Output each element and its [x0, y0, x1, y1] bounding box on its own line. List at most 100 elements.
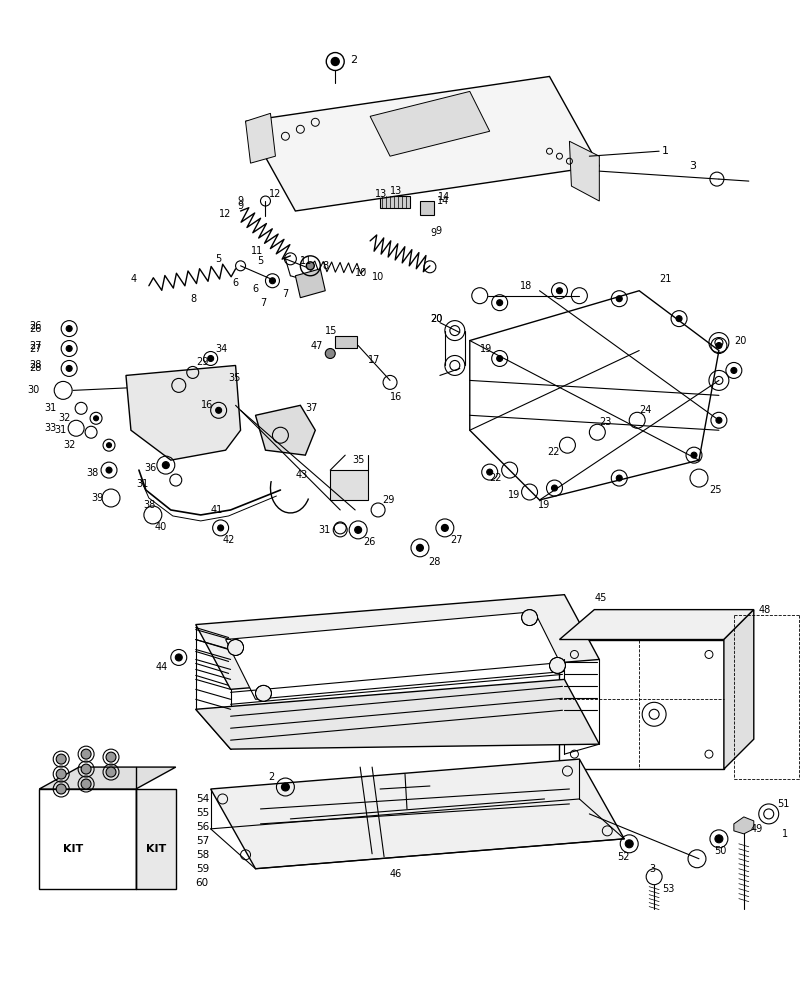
Text: 12: 12: [219, 209, 231, 219]
Text: 19: 19: [537, 500, 549, 510]
Bar: [335, 336, 357, 348]
Bar: [559, 640, 724, 769]
Text: 46: 46: [390, 869, 402, 879]
Circle shape: [557, 288, 562, 294]
Polygon shape: [570, 141, 600, 201]
Polygon shape: [136, 789, 176, 889]
Text: 19: 19: [507, 490, 520, 500]
Circle shape: [162, 462, 170, 469]
Text: 41: 41: [211, 505, 223, 515]
Circle shape: [416, 544, 423, 551]
Circle shape: [552, 485, 558, 491]
Text: 19: 19: [480, 344, 492, 354]
Polygon shape: [559, 610, 754, 640]
Text: 7: 7: [283, 289, 288, 299]
Text: 38: 38: [86, 468, 99, 478]
Text: 34: 34: [216, 344, 228, 354]
Circle shape: [716, 343, 722, 349]
Text: 5: 5: [216, 254, 222, 264]
Text: 1: 1: [662, 146, 669, 156]
Circle shape: [331, 58, 339, 65]
Text: 44: 44: [156, 662, 168, 672]
Text: 10: 10: [372, 272, 385, 282]
Text: 20: 20: [430, 314, 442, 324]
Circle shape: [486, 469, 493, 475]
Polygon shape: [370, 91, 490, 156]
Text: 22: 22: [548, 447, 560, 457]
Circle shape: [255, 685, 271, 701]
Circle shape: [625, 840, 633, 848]
Circle shape: [66, 346, 72, 352]
Circle shape: [81, 749, 91, 759]
Text: 57: 57: [196, 836, 209, 846]
Text: 6: 6: [233, 278, 238, 288]
Circle shape: [715, 835, 723, 843]
Text: 9: 9: [238, 201, 244, 211]
Text: 31: 31: [137, 479, 149, 489]
Text: 27: 27: [29, 341, 41, 351]
Circle shape: [306, 262, 314, 270]
Text: 6: 6: [253, 284, 259, 294]
Text: 31: 31: [44, 403, 57, 413]
Text: 9: 9: [435, 226, 441, 236]
Text: 25: 25: [709, 485, 722, 495]
Circle shape: [57, 754, 66, 764]
Circle shape: [216, 407, 221, 413]
Text: 12: 12: [268, 189, 281, 199]
Text: 16: 16: [390, 392, 402, 402]
Text: 3: 3: [689, 161, 696, 171]
Text: 39: 39: [91, 493, 103, 503]
Polygon shape: [225, 612, 565, 699]
Text: 10: 10: [356, 268, 368, 278]
Text: 16: 16: [200, 400, 213, 410]
Text: 23: 23: [600, 417, 612, 427]
Circle shape: [691, 452, 697, 458]
Text: 7: 7: [260, 298, 267, 308]
Text: 9: 9: [238, 196, 244, 206]
Circle shape: [106, 467, 112, 473]
Circle shape: [497, 300, 503, 306]
Text: 13: 13: [375, 189, 387, 199]
Circle shape: [549, 657, 566, 673]
Circle shape: [355, 526, 362, 533]
Text: 4: 4: [131, 274, 137, 284]
Circle shape: [217, 525, 224, 531]
Text: 52: 52: [617, 852, 629, 862]
Polygon shape: [724, 610, 754, 769]
Polygon shape: [40, 767, 176, 789]
Text: 2: 2: [350, 55, 357, 65]
Text: 38: 38: [143, 500, 155, 510]
Circle shape: [228, 640, 243, 655]
Text: 51: 51: [776, 799, 789, 809]
Text: 24: 24: [639, 405, 651, 415]
Circle shape: [106, 767, 116, 777]
Text: 35: 35: [352, 455, 364, 465]
Text: 18: 18: [520, 281, 532, 291]
Text: 22: 22: [490, 473, 503, 483]
Text: 2: 2: [268, 772, 275, 782]
Text: 48: 48: [759, 605, 771, 615]
Circle shape: [522, 610, 537, 626]
Circle shape: [81, 764, 91, 774]
Text: 55: 55: [196, 808, 209, 818]
Circle shape: [57, 769, 66, 779]
Text: 36: 36: [144, 463, 156, 473]
Text: 11: 11: [301, 256, 313, 266]
Text: 59: 59: [196, 864, 209, 874]
Text: 13: 13: [390, 186, 402, 196]
Text: 47: 47: [310, 341, 322, 351]
Text: 28: 28: [428, 557, 440, 567]
Text: 14: 14: [437, 196, 449, 206]
Polygon shape: [734, 817, 754, 834]
Circle shape: [326, 349, 335, 358]
Circle shape: [269, 278, 276, 284]
Text: KIT: KIT: [145, 844, 166, 854]
Text: 45: 45: [595, 593, 607, 603]
Text: 43: 43: [296, 470, 308, 480]
Text: 14: 14: [438, 192, 450, 202]
Circle shape: [676, 316, 682, 322]
Circle shape: [57, 784, 66, 794]
Text: 21: 21: [659, 274, 671, 284]
Text: 11: 11: [250, 246, 263, 256]
Text: 32: 32: [59, 413, 71, 423]
